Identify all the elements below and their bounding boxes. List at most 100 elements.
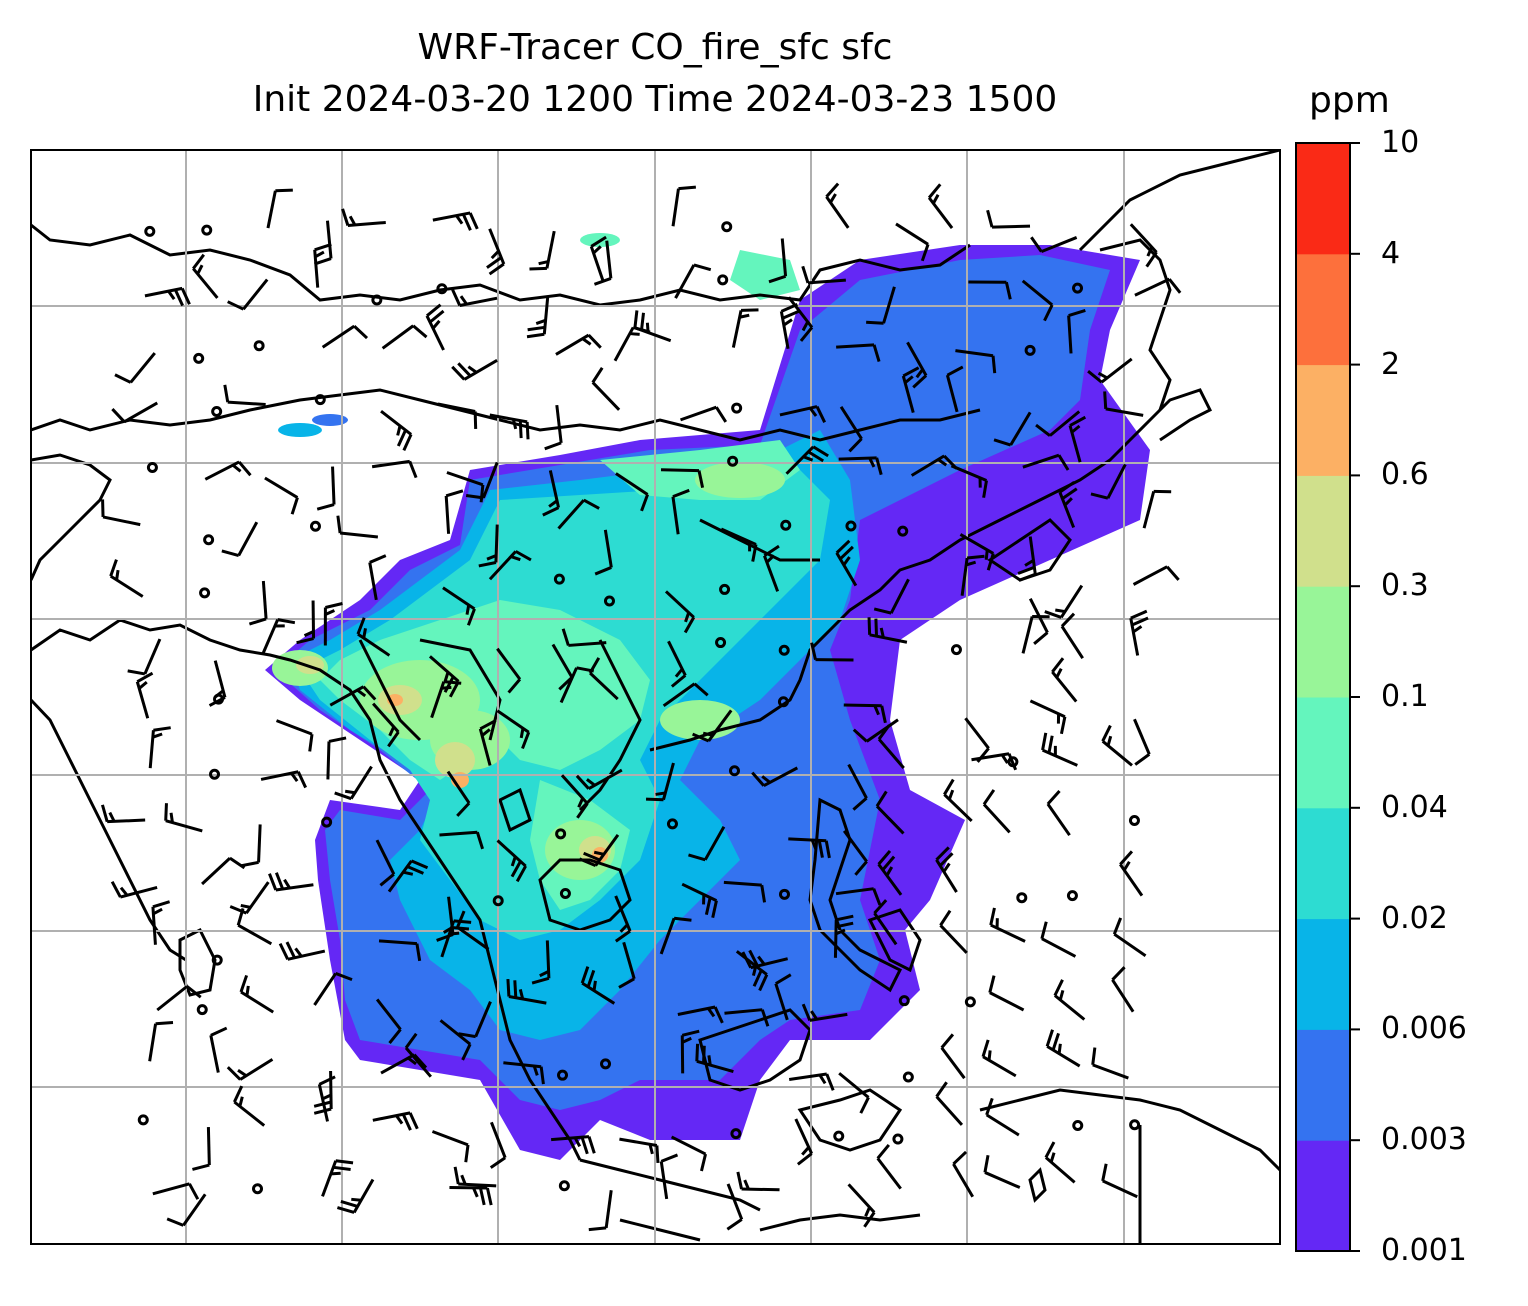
wind-barb — [387, 859, 429, 893]
wind-barb — [260, 770, 308, 789]
wind-barb — [835, 887, 882, 906]
wind-barb — [664, 590, 696, 634]
wind-barb — [241, 824, 262, 868]
wind-barb — [204, 460, 252, 481]
co-fire-plume-shading — [265, 233, 1150, 1160]
wind-barb — [614, 895, 632, 943]
wind-barb — [156, 985, 202, 1012]
wind-barb — [895, 222, 930, 262]
wind-barb — [109, 559, 144, 598]
wind-barb — [446, 471, 485, 503]
colorbar-tick-label: 0.003 — [1381, 1122, 1467, 1158]
wind-barb — [211, 406, 223, 418]
wind-barb — [731, 308, 759, 348]
wind-barb — [313, 243, 332, 288]
wind-barb — [436, 283, 448, 295]
wind-barb — [1129, 223, 1158, 268]
wind-barb — [939, 909, 968, 954]
wind-barb — [671, 488, 690, 535]
wind-barb — [677, 1005, 724, 1024]
wind-barb — [557, 498, 600, 530]
wind-barb — [715, 637, 727, 649]
wind-barb — [940, 1033, 966, 1080]
wind-barb — [148, 726, 171, 769]
wind-barb — [439, 830, 485, 850]
wind-barb — [935, 846, 958, 893]
wind-barb — [950, 644, 962, 656]
wind-barb — [529, 230, 556, 271]
wind-barb — [321, 324, 369, 349]
wind-barb — [578, 834, 620, 868]
wind-barb — [873, 899, 898, 946]
wind-barb — [877, 849, 903, 896]
wind-barb — [1053, 979, 1086, 1021]
wind-barb — [553, 573, 565, 585]
wind-barb — [531, 940, 551, 985]
wind-barb — [451, 289, 498, 307]
wind-barb — [432, 211, 479, 231]
wind-barb — [660, 468, 705, 488]
wind-barb — [801, 1003, 848, 1022]
colorbar-tick-label: 0.02 — [1381, 900, 1448, 936]
wind-barb — [268, 872, 314, 892]
colorbar-segment — [1296, 918, 1350, 1030]
wind-barb — [110, 880, 158, 899]
wind-barb — [227, 278, 269, 311]
wind-barb — [986, 209, 1031, 229]
wind-barb — [334, 765, 373, 801]
wind-barb — [982, 789, 1011, 834]
wind-barb — [478, 524, 499, 568]
wind-barb — [239, 974, 275, 1014]
wind-barb — [898, 995, 910, 1007]
wind-barb — [555, 828, 567, 840]
colorbar-segment — [1296, 143, 1350, 255]
wind-barb — [542, 470, 561, 517]
wind-barb — [964, 717, 990, 763]
wind-barb — [680, 1029, 700, 1074]
wind-barb — [199, 587, 211, 599]
wind-barb — [146, 461, 158, 473]
wind-barb — [101, 804, 146, 824]
wind-barb — [101, 499, 141, 527]
wind-barb — [787, 296, 814, 342]
wind-barb — [166, 1193, 207, 1227]
wind-barb — [662, 682, 709, 708]
wind-barb — [321, 1159, 354, 1197]
wind-barb — [439, 1019, 472, 1061]
wind-barb — [192, 1127, 211, 1171]
wind-barb — [843, 703, 887, 724]
wind-barb — [988, 975, 1025, 1012]
wind-barb — [1007, 756, 1019, 768]
wind-barb — [1068, 415, 1087, 463]
wind-barb — [731, 402, 743, 414]
wind-barb — [688, 825, 726, 862]
wind-barb — [892, 1133, 904, 1145]
concentration-contour — [278, 423, 322, 437]
wind-barb — [785, 445, 829, 475]
wind-barb — [371, 459, 418, 479]
wind-barb — [321, 816, 333, 828]
wind-barb — [164, 803, 203, 833]
wind-barb — [838, 456, 883, 476]
wind-barb — [496, 709, 531, 750]
wind-barb — [336, 515, 379, 539]
wind-barb — [1051, 657, 1078, 703]
wind-barb — [723, 880, 767, 903]
wind-barb — [201, 224, 213, 236]
wind-barb — [1044, 1141, 1076, 1184]
wind-barb — [720, 527, 758, 562]
wind-barb — [336, 1178, 375, 1214]
colorbar-tick-label: 0.006 — [1381, 1011, 1467, 1047]
wind-barb — [313, 972, 353, 1006]
wind-barb — [588, 657, 619, 701]
wind-barb — [261, 618, 296, 656]
wind-barb — [1044, 584, 1084, 619]
wind-barb — [1028, 597, 1049, 645]
wind-barb — [253, 340, 265, 352]
wind-barb — [1024, 344, 1036, 356]
wind-barb — [960, 554, 985, 596]
wind-barb — [666, 818, 678, 830]
wind-barb — [810, 642, 854, 662]
colorbar-tick-label: 0.1 — [1381, 679, 1429, 714]
wind-barb — [1103, 391, 1144, 417]
